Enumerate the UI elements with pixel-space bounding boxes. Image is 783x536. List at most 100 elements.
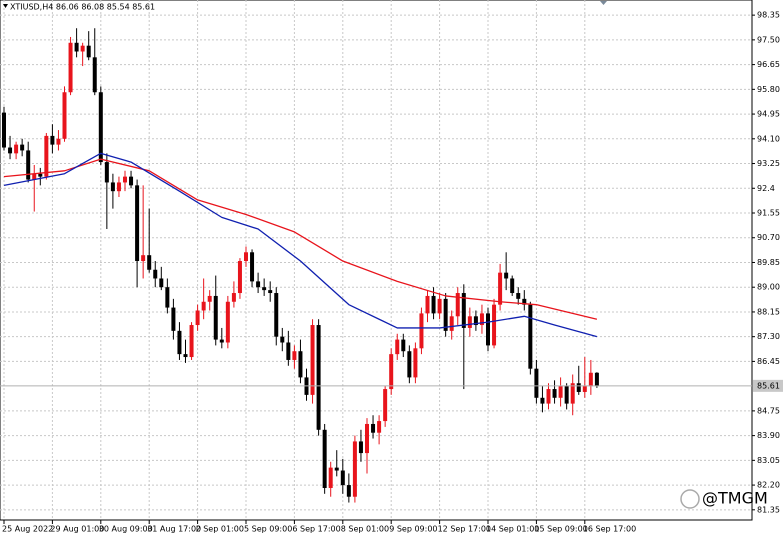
candle-body xyxy=(473,316,478,326)
candle-body xyxy=(237,261,242,294)
candle-body xyxy=(383,389,388,422)
candle-body xyxy=(552,389,557,398)
candle-body xyxy=(86,45,91,58)
candle-body xyxy=(147,255,152,270)
candle-body xyxy=(522,298,527,305)
candle-body xyxy=(159,278,164,288)
candle-body xyxy=(183,354,188,358)
candle-body xyxy=(443,298,448,331)
candle-body xyxy=(207,295,212,302)
y-tick-label: 98.35 xyxy=(757,11,780,20)
candle-body xyxy=(365,423,369,454)
candle-body xyxy=(213,295,218,340)
candle-body xyxy=(570,383,575,404)
candle-body xyxy=(340,470,345,486)
last-price-label: 85.61 xyxy=(757,381,780,390)
candle-body xyxy=(371,423,376,433)
candle-body xyxy=(8,147,13,154)
candle-body xyxy=(431,295,436,314)
candle-body xyxy=(479,313,484,326)
candle-body xyxy=(588,372,593,387)
candle-body xyxy=(492,304,497,346)
candle-body xyxy=(594,372,599,386)
last-price-box xyxy=(753,379,783,392)
candle-body xyxy=(310,325,315,395)
candle-body xyxy=(298,351,303,378)
candle-body xyxy=(419,313,424,349)
candle-body xyxy=(262,287,267,291)
candle-body xyxy=(582,386,587,392)
candle-body xyxy=(401,339,406,352)
candle-body xyxy=(467,316,472,328)
candle-body xyxy=(564,386,569,404)
candle-body xyxy=(292,351,297,360)
candle-body xyxy=(346,485,351,497)
candle-body xyxy=(104,162,109,183)
x-tick-label: 29 Aug 01:00 xyxy=(50,525,104,534)
candle-body xyxy=(68,42,73,93)
plot-frame xyxy=(0,0,753,521)
candle-body xyxy=(268,290,273,294)
candle-body xyxy=(80,45,85,52)
candle-body xyxy=(256,281,261,288)
candle-body xyxy=(92,57,97,93)
candle-body xyxy=(334,467,339,471)
candle-body xyxy=(116,182,121,192)
candle-body xyxy=(123,176,127,183)
x-tick-label: 2 Sep 01:00 xyxy=(196,525,244,534)
candle-body xyxy=(110,182,115,192)
y-tick-label: 90.70 xyxy=(757,233,780,242)
y-tick-label: 83.90 xyxy=(757,431,780,440)
x-tick-label: 5 Sep 09:00 xyxy=(244,525,292,534)
candle-body xyxy=(352,441,357,497)
x-tick-label: 15 Sep 09:00 xyxy=(534,525,587,534)
candle-body xyxy=(38,173,43,177)
candle-body xyxy=(26,150,31,180)
candle-body xyxy=(244,252,248,262)
y-tick-label: 89.00 xyxy=(757,283,780,292)
watermark: @TMGM xyxy=(680,489,768,509)
candle-body xyxy=(98,92,103,163)
candle-body xyxy=(129,176,134,186)
candle-body xyxy=(219,339,224,343)
candle-body xyxy=(546,389,551,404)
menu-arrow xyxy=(3,4,8,8)
candle-body xyxy=(540,397,545,404)
candle-body xyxy=(389,354,394,390)
candle-body xyxy=(274,293,279,337)
y-tick-label: 81.35 xyxy=(757,505,780,514)
y-tick-label: 83.05 xyxy=(757,456,780,465)
candle-body xyxy=(407,351,412,378)
candle-body xyxy=(250,252,255,282)
candle-body xyxy=(20,144,25,151)
candle-body xyxy=(201,301,206,311)
y-tick-label: 92.4 xyxy=(757,184,775,193)
watermark-icon xyxy=(680,489,700,509)
x-tick-label: 30 Aug 09:00 xyxy=(99,525,153,534)
y-tick-label: 91.55 xyxy=(757,209,780,218)
y-tick-label: 89.85 xyxy=(757,258,780,267)
candle-body xyxy=(56,138,61,145)
candle-body xyxy=(177,330,182,355)
x-tick-label: 25 Aug 2022 xyxy=(2,525,53,534)
candle-body xyxy=(534,368,539,398)
y-tick-label: 95.80 xyxy=(757,85,780,94)
y-tick-label: 94.10 xyxy=(757,134,780,143)
x-tick-label: 16 Sep 17:00 xyxy=(583,525,636,534)
candle-body xyxy=(504,272,509,279)
y-tick-label: 94.95 xyxy=(757,110,780,119)
candle-body xyxy=(141,255,146,262)
candle-body xyxy=(558,386,563,398)
watermark-text: @TMGM xyxy=(702,489,768,508)
candle-body xyxy=(498,272,503,305)
moving-average xyxy=(3,158,598,320)
candle-body xyxy=(516,293,521,299)
y-tick-label: 87.30 xyxy=(757,332,780,341)
x-tick-label: 6 Sep 17:00 xyxy=(292,525,340,534)
candle-body xyxy=(135,185,140,262)
y-tick-label: 84.75 xyxy=(757,406,780,415)
candle-body xyxy=(486,313,490,346)
candle-body xyxy=(14,144,19,154)
candle-body xyxy=(377,421,382,433)
